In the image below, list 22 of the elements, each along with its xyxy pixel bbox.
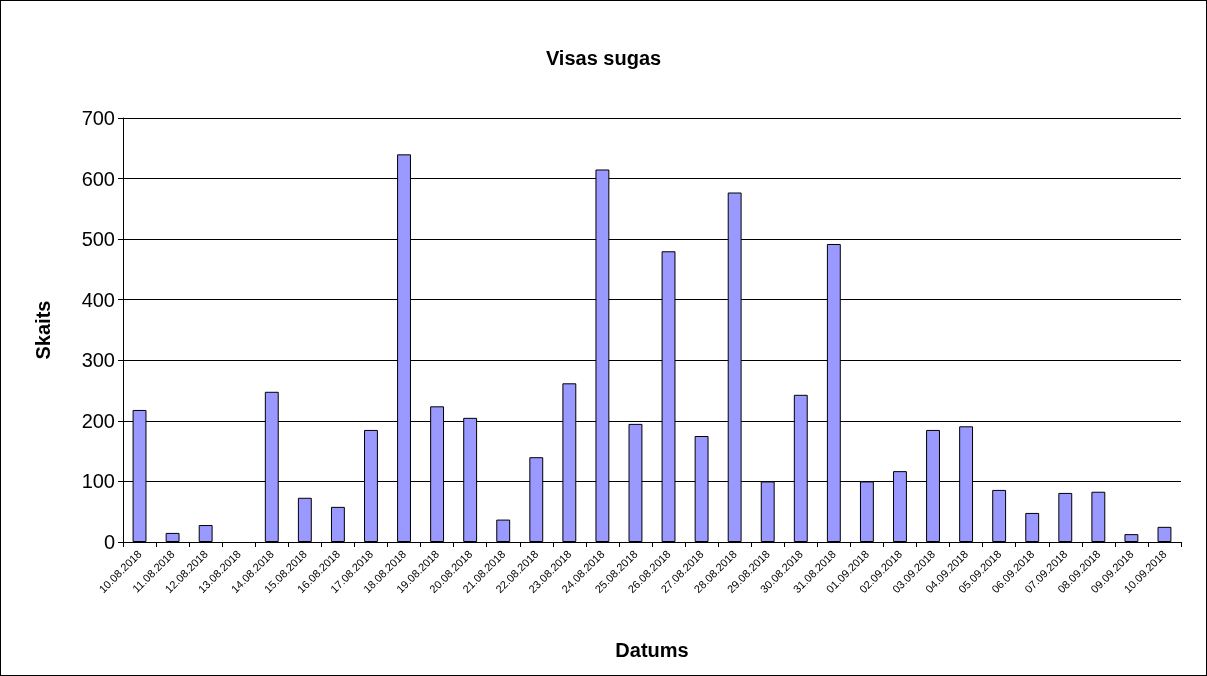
bar xyxy=(496,519,511,542)
bar xyxy=(992,489,1007,542)
bar xyxy=(297,497,312,542)
bar xyxy=(1157,526,1172,542)
x-axis-title: Datums xyxy=(615,639,689,661)
y-axis-title: Skaits xyxy=(32,300,54,360)
y-tick-label: 700 xyxy=(81,107,115,129)
bar xyxy=(1058,492,1073,542)
bar xyxy=(330,506,345,542)
chart-title: Visas sugas xyxy=(545,47,662,69)
y-tick-label: 0 xyxy=(103,531,115,553)
bar xyxy=(1091,491,1106,542)
y-tick-label: 100 xyxy=(81,470,115,493)
y-tick-label: 500 xyxy=(81,228,115,251)
bar xyxy=(1124,534,1139,542)
y-tick-label: 600 xyxy=(81,167,115,190)
y-tick-label: 400 xyxy=(81,288,115,311)
bar xyxy=(165,532,180,542)
y-tick-label: 200 xyxy=(81,409,115,432)
y-tick-label: 300 xyxy=(81,349,115,372)
bar xyxy=(1025,512,1040,542)
bar xyxy=(198,525,213,542)
